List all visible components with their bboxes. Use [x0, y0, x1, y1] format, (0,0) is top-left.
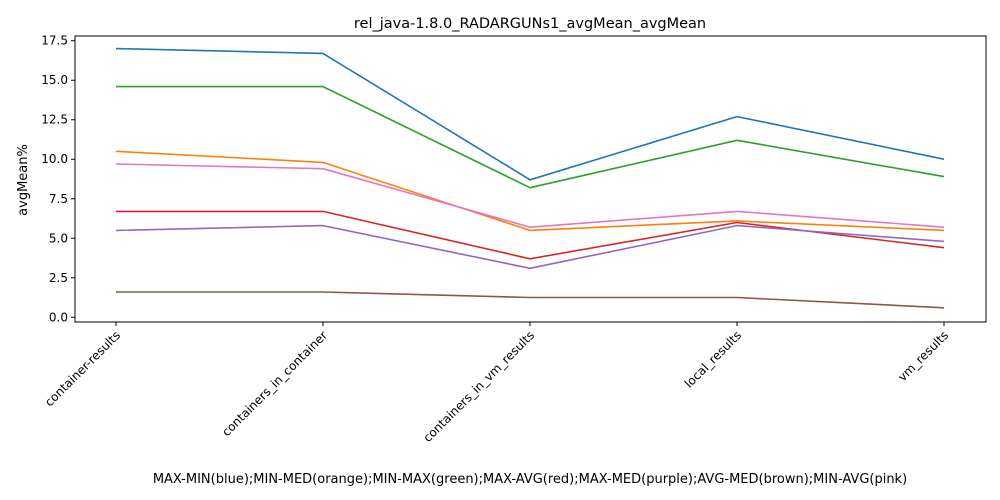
y-tick-label: 7.5 [49, 192, 68, 206]
y-tick-label: 10.0 [41, 152, 68, 166]
series-line-1 [115, 47, 945, 181]
y-tick-label: 0.0 [49, 310, 68, 324]
y-tick-label: 15.0 [41, 73, 68, 87]
series-line-7 [115, 163, 945, 228]
series-line-5 [115, 224, 945, 270]
chart-title: rel_java-1.8.0_RADARGUNs1_avgMean_avgMea… [354, 16, 706, 32]
y-tick-label: 12.5 [41, 113, 68, 127]
y-axis-label: avgMean% [16, 144, 31, 216]
series-line-2 [115, 150, 945, 232]
y-tick-label: 17.5 [41, 34, 68, 48]
series-line-3 [116, 85, 945, 189]
series-line-6 [116, 291, 945, 309]
y-tick-label: 5.0 [49, 231, 68, 245]
y-tick-label: 2.5 [49, 271, 68, 285]
x-axis-label: MAX-MIN(blue);MIN-MED(orange);MIN-MAX(gr… [153, 472, 907, 487]
